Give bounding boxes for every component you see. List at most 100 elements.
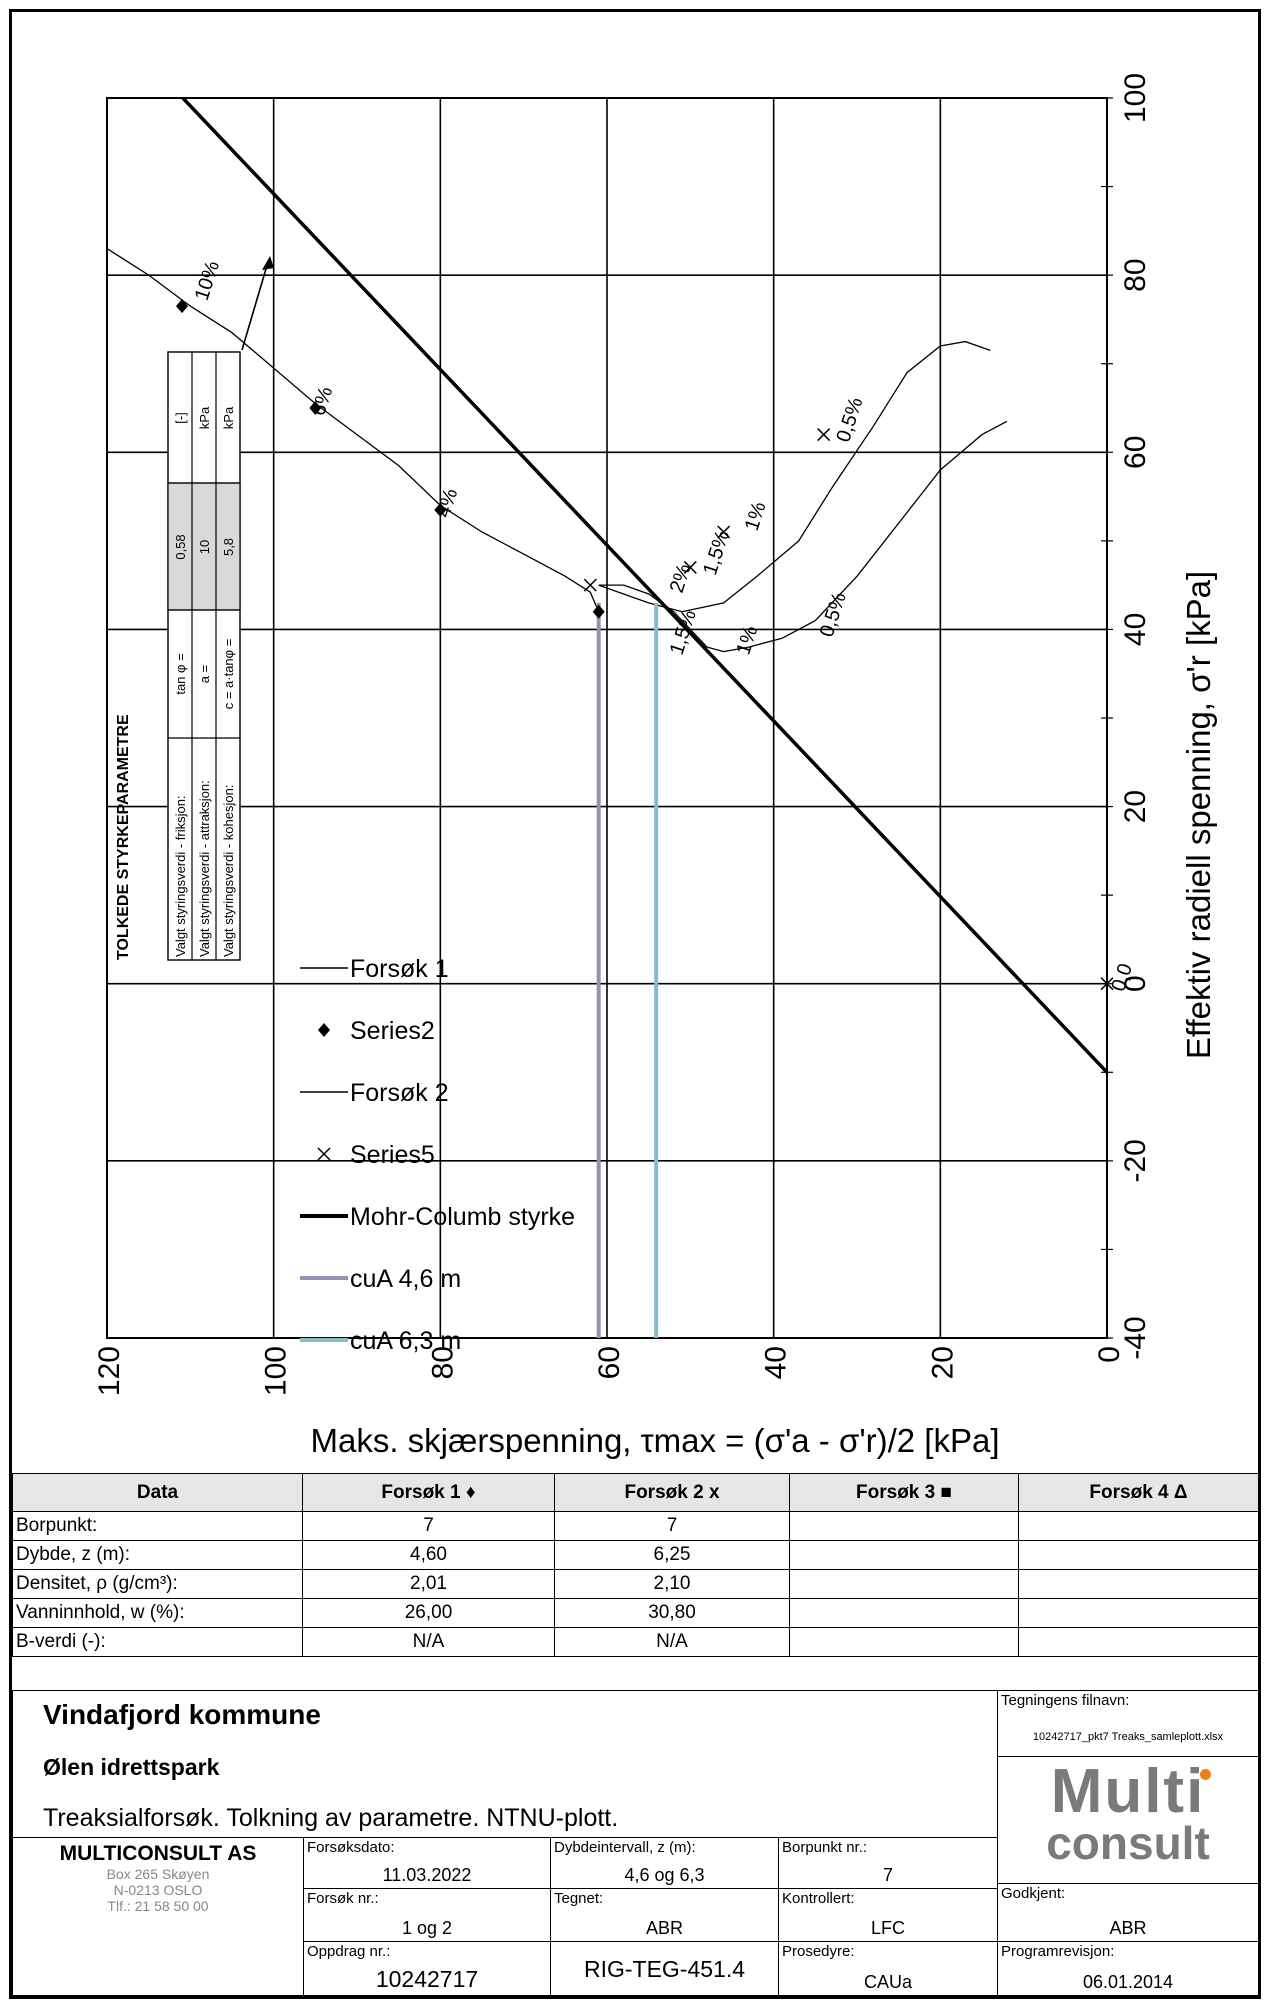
header-forsok-3: Forsøk 3 ■ xyxy=(789,1473,1019,1512)
borpunkt-cell: Borpunkt nr.: 7 xyxy=(778,1837,998,1889)
table-row: Densitet, ρ (g/cm³): 2,01 2,10 xyxy=(12,1569,1259,1599)
y-tick-label: 40 xyxy=(1119,613,1152,646)
strength-param-unit: kPa xyxy=(197,406,212,429)
strength-param-label: Valgt styringsverdi - friksjon: xyxy=(173,795,188,957)
strain-label: 6% xyxy=(307,384,337,418)
logo-cell: Multi consult xyxy=(997,1756,1259,1884)
table-cell: 2,10 xyxy=(554,1569,790,1599)
strength-param-symbol: c = a·tanφ = xyxy=(221,639,236,710)
ntnu-plot: 0 20 40 60 80 100 120 -40 -20 0 20 40 60 80 100 10% 6% 4… xyxy=(93,73,1217,1459)
client-name: Vindafjord kommune xyxy=(43,1699,321,1730)
multiconsult-logo: Multi consult xyxy=(998,1761,1258,1866)
strain-label: 0,5% xyxy=(832,395,867,445)
table-row-label: Vanninnhold, w (%): xyxy=(12,1598,303,1628)
title-block: Vindafjord kommune Ølen idrettspark Trea… xyxy=(12,1690,998,1838)
x-tick-label: 20 xyxy=(926,1346,959,1379)
x-marker xyxy=(1100,977,1114,991)
x-marker xyxy=(817,428,831,442)
strength-param-symbol: tan φ = xyxy=(173,653,188,694)
prosedyre-cell: Prosedyre: CAUa xyxy=(778,1941,998,1996)
y-tick-label: -20 xyxy=(1119,1139,1152,1182)
table-row: Borpunkt: 7 7 xyxy=(12,1511,1259,1541)
mohr-coulomb-line xyxy=(181,96,1109,1074)
company-address-2: N-0213 OSLO xyxy=(113,1882,203,1898)
tegnet-value: ABR xyxy=(645,1918,683,1938)
pointer-arrow-head xyxy=(262,256,274,270)
legend-swatch xyxy=(318,1023,330,1037)
table-cell: 30,80 xyxy=(554,1598,790,1628)
table-cell: 4,60 xyxy=(302,1540,555,1570)
kontrollert-value: LFC xyxy=(870,1918,905,1938)
x-tick-label: 60 xyxy=(593,1346,626,1379)
forsoksdato-label: Forsøksdato: xyxy=(307,1839,395,1856)
test-data-table: Data Forsøk 1 ♦ Forsøk 2 x Forsøk 3 ■ Fo… xyxy=(12,1473,1259,1657)
table-cell xyxy=(1018,1540,1259,1570)
filename-cell: Tegningens filnavn: 10242717_pkt7 Treaks… xyxy=(997,1690,1259,1757)
diamond-marker xyxy=(434,502,447,517)
x-tick-label: 40 xyxy=(760,1346,793,1379)
x-tick-label: 100 xyxy=(260,1346,293,1396)
borpunkt-label: Borpunkt nr.: xyxy=(782,1839,868,1856)
y-tick-label: 100 xyxy=(1119,73,1152,123)
prosedyre-label: Prosedyre: xyxy=(782,1943,855,1960)
forsok-label: Forsøk nr.: xyxy=(307,1890,379,1907)
strain-label: 4% xyxy=(432,486,462,520)
x-tick-label: 0 xyxy=(1093,1346,1126,1363)
drawing-sheet xyxy=(9,9,1261,1999)
oppdrag-cell: Oppdrag nr.: 10242717 xyxy=(303,1941,551,1996)
table-cell xyxy=(1018,1627,1259,1657)
drawing-number: RIG-TEG-451.4 xyxy=(583,1956,746,1982)
godkjent-cell: Godkjent: ABR xyxy=(997,1883,1259,1942)
strength-param-unit: kPa xyxy=(221,406,236,429)
oppdrag-value: 10242717 xyxy=(375,1966,479,1992)
x-marker xyxy=(583,578,597,592)
forsok-cell: Forsøk nr.: 1 og 2 xyxy=(303,1888,551,1942)
table-cell: N/A xyxy=(554,1627,790,1657)
header-forsok-1: Forsøk 1 ♦ xyxy=(302,1473,555,1512)
strain-label: 0,5% xyxy=(816,589,851,639)
godkjent-label: Godkjent: xyxy=(1001,1885,1066,1902)
y-tick-label: 80 xyxy=(1119,258,1152,291)
table-row: Vanninnhold, w (%): 26,00 30,80 xyxy=(12,1598,1259,1628)
table-cell: N/A xyxy=(302,1627,555,1657)
table-cell: 2,01 xyxy=(302,1569,555,1599)
logo-dot xyxy=(1200,1769,1211,1780)
table-header-row: Data Forsøk 1 ♦ Forsøk 2 x Forsøk 3 ■ Fo… xyxy=(12,1473,1259,1512)
legend-label: cuA 6,3 m xyxy=(350,1327,461,1355)
strain-label: 1% xyxy=(741,499,771,533)
legend-swatch xyxy=(317,1147,331,1161)
filename-label: Tegningens filnavn: xyxy=(1001,1692,1130,1709)
table-cell xyxy=(789,1540,1019,1570)
table-cell xyxy=(789,1569,1019,1599)
x-axis-label: Maks. skjærspenning, τmax = (σ'a - σ'r)/… xyxy=(311,1422,1000,1459)
x-marker xyxy=(717,525,731,539)
kontrollert-label: Kontrollert: xyxy=(782,1890,855,1907)
table-cell xyxy=(1018,1569,1259,1599)
prosedyre-value: CAUa xyxy=(863,1972,912,1992)
table-cell: 7 xyxy=(554,1511,790,1541)
forsoksdato-cell: Forsøksdato: 11.03.2022 xyxy=(303,1837,551,1889)
kontrollert-cell: Kontrollert: LFC xyxy=(778,1888,998,1942)
stress-path-line xyxy=(106,248,600,612)
x-marker xyxy=(683,560,697,574)
strain-label: 1,5% xyxy=(699,527,734,577)
legend-label: cuA 4,6 m xyxy=(350,1265,461,1293)
table-row-label: Dybde, z (m): xyxy=(12,1540,303,1570)
stress-path-line xyxy=(598,420,1008,653)
legend-label: Mohr-Columb styrke xyxy=(350,1203,575,1231)
table-row-label: Borpunkt: xyxy=(12,1511,303,1541)
table-row: B-verdi (-): N/A N/A xyxy=(12,1627,1259,1657)
forsoksdato-value: 11.03.2022 xyxy=(382,1865,472,1885)
pointer-arrow-line xyxy=(241,261,269,351)
company-address-1: Box 265 Skøyen xyxy=(106,1866,210,1882)
oppdrag-label: Oppdrag nr.: xyxy=(307,1943,391,1960)
filename-value: 10242717_pkt7 Treaks_samleplott.xlsx xyxy=(1032,1731,1224,1743)
y-tick-label: 20 xyxy=(1119,790,1152,823)
table-row-label: B-verdi (-): xyxy=(12,1627,303,1657)
table-cell xyxy=(789,1511,1019,1541)
strength-param-value: 10 xyxy=(197,540,212,554)
strength-param-symbol: a = xyxy=(197,665,212,683)
dybdeintervall-value: 4,6 og 6,3 xyxy=(624,1865,705,1885)
strain-label: 10% xyxy=(191,258,224,303)
table-cell: 7 xyxy=(302,1511,555,1541)
